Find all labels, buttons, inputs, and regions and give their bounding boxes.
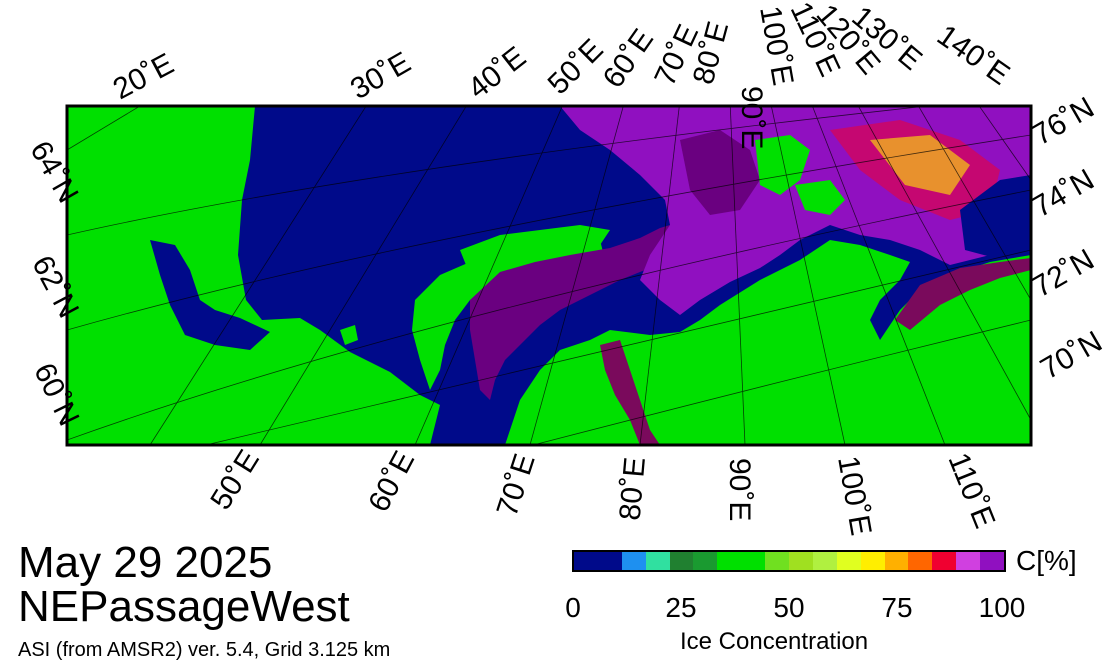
product-label: ASI (from AMSR2) ver. 5.4, Grid 3.125 km bbox=[18, 639, 391, 661]
colorbar-segment bbox=[574, 552, 598, 570]
kolguev-island bbox=[340, 325, 358, 345]
colorbar-title: Ice Concentration bbox=[680, 628, 869, 655]
gulf-of-bothnia bbox=[150, 240, 270, 350]
ice-core-a bbox=[680, 130, 760, 215]
ice-edge-yellow bbox=[870, 135, 970, 195]
colorbar-segment bbox=[836, 552, 861, 570]
colorbar-tick: 25 bbox=[665, 592, 697, 623]
colorbar-segment bbox=[765, 552, 790, 570]
colorbar bbox=[572, 550, 1006, 572]
colorbar-segment bbox=[812, 552, 837, 570]
lat-label-right: 74˚N bbox=[1027, 163, 1100, 224]
colorbar-segment bbox=[621, 552, 646, 570]
colorbar-segment bbox=[908, 552, 933, 570]
colorbar-segment bbox=[741, 552, 766, 570]
map-frame bbox=[65, 104, 1033, 447]
scandinavia-land bbox=[67, 106, 440, 445]
lat-label-right: 76˚N bbox=[1027, 91, 1100, 152]
lon-label-bottom: 90˚E bbox=[723, 458, 756, 521]
lon-label-bottom: 50˚E bbox=[204, 444, 266, 515]
latitude-labels-right: 76˚N 74˚N 72˚N 70˚N bbox=[1027, 91, 1108, 386]
colorbar-unit: C[%] bbox=[1016, 545, 1077, 576]
colorbar-tick: 50 bbox=[773, 592, 805, 623]
colorbar-tick: 100 bbox=[978, 592, 1026, 623]
colorbar-tick: 0 bbox=[565, 592, 581, 623]
kanin-land bbox=[460, 225, 610, 275]
laptev-polynya bbox=[960, 175, 1031, 258]
colorbar-segment bbox=[884, 552, 909, 570]
lon-label-bottom: 60˚E bbox=[362, 446, 421, 517]
kara-sea-ice bbox=[470, 222, 690, 400]
khatanga-fast-ice bbox=[895, 258, 1031, 330]
colorbar-segment bbox=[980, 552, 1005, 570]
lon-label-top: 50˚E bbox=[542, 33, 610, 101]
lon-label-bottom: 100˚E bbox=[831, 453, 877, 538]
ob-gulf-fast-ice bbox=[600, 340, 660, 445]
colorbar-tick: 75 bbox=[881, 592, 913, 623]
colorbar-segment bbox=[693, 552, 718, 570]
lon-label-top: 30˚E bbox=[345, 46, 416, 106]
colorbar-segment bbox=[932, 552, 957, 570]
colorbar-segment bbox=[669, 552, 694, 570]
longitude-labels-bottom: 50˚E 60˚E 70˚E 80˚E 90˚E 100˚E 110˚E bbox=[204, 444, 1001, 538]
bolshevik-island-land bbox=[795, 180, 845, 215]
lon-label-top: 90˚E bbox=[735, 86, 768, 149]
lon-label-top: 20˚E bbox=[108, 47, 179, 106]
lat-label-right: 72˚N bbox=[1027, 243, 1100, 304]
colorbar-segment bbox=[717, 552, 742, 570]
colorbar-segment bbox=[597, 552, 622, 570]
region-label: NEPassageWest bbox=[18, 582, 350, 631]
lon-label-top: 40˚E bbox=[462, 40, 532, 105]
lon-label-top: 140˚E bbox=[931, 19, 1016, 92]
colorbar-segment bbox=[956, 552, 981, 570]
colorbar-segment bbox=[645, 552, 670, 570]
map-content bbox=[67, 106, 1031, 445]
lon-label-bottom: 70˚E bbox=[491, 450, 542, 520]
severnaya-zemlya-land bbox=[755, 135, 810, 195]
colorbar-segment bbox=[860, 552, 885, 570]
date-label: May 29 2025 bbox=[18, 538, 273, 587]
lon-label-bottom: 80˚E bbox=[614, 456, 652, 522]
graticule bbox=[67, 106, 1031, 445]
lon-label-bottom: 110˚E bbox=[942, 448, 1002, 533]
colorbar-segment bbox=[789, 552, 813, 570]
lat-label-right: 70˚N bbox=[1035, 325, 1108, 386]
